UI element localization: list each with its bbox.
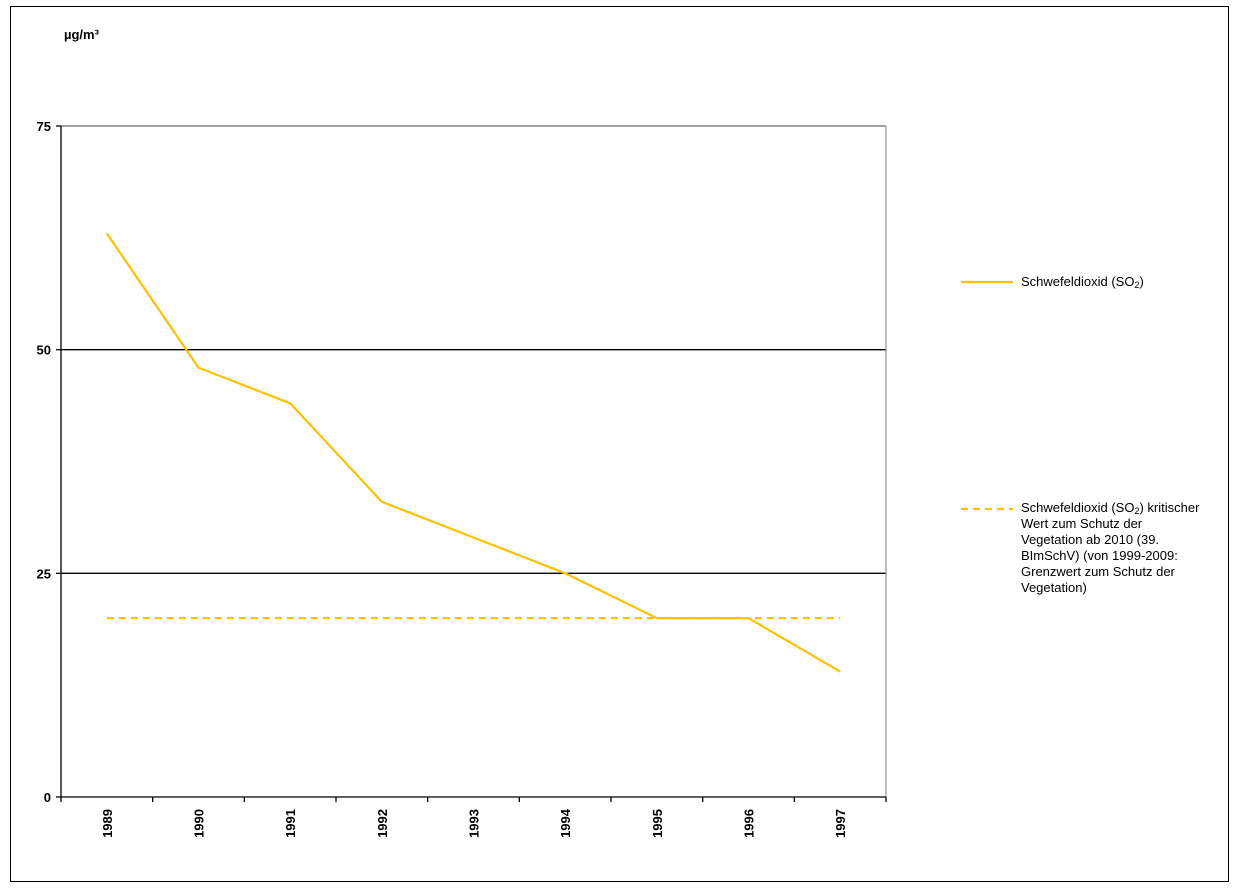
- legend-entry-so2: Schwefeldioxid (SO2): [1021, 274, 1211, 290]
- legend-critical-subscript: 2: [1134, 506, 1140, 516]
- legend-critical-name: Schwefeldioxid (SO: [1021, 500, 1135, 515]
- series-lines: [105, 232, 841, 673]
- legend-so2-name-tail: ): [1139, 274, 1144, 289]
- y-tick-label-50: 50: [37, 343, 51, 358]
- legend-so2-name: Schwefeldioxid (SO: [1021, 274, 1135, 289]
- legend-entry-critical-value: Schwefeldioxid (SO2) kritischer Wert zum…: [1021, 500, 1201, 596]
- chart-frame: µg/m³ 0 25 50 75 1989 1990 1991 1992 1993 1994 19…: [10, 6, 1229, 882]
- legend-so2-subscript: 2: [1134, 280, 1140, 290]
- y-tick-label-0: 0: [44, 790, 51, 805]
- y-tick-label-75: 75: [37, 119, 51, 134]
- x-tick-label-1997: 1997: [833, 809, 848, 838]
- x-tick-labels: 1989 1990 1991 1992 1993 1994 1995 1996 1997: [100, 808, 848, 838]
- legend-swatches: [961, 280, 1013, 511]
- y-tick-label-25: 25: [37, 566, 51, 581]
- legend-critical-name-tail: ) kritischer Wert zum Schutz der Vegetat…: [1021, 500, 1200, 595]
- x-tick-label-1990: 1990: [192, 809, 207, 838]
- x-tick-label-1989: 1989: [100, 809, 115, 838]
- x-tick-label-1992: 1992: [375, 809, 390, 838]
- x-tick-label-1996: 1996: [742, 809, 757, 838]
- x-tick-label-1993: 1993: [467, 809, 482, 838]
- x-tick-label-1991: 1991: [283, 809, 298, 838]
- x-tick-label-1995: 1995: [650, 809, 665, 838]
- y-tick-labels: 0 25 50 75: [37, 119, 51, 805]
- so2-series-line: [105, 232, 841, 673]
- axes: [56, 125, 887, 802]
- y-axis-unit-label: µg/m³: [64, 27, 100, 42]
- x-tick-label-1994: 1994: [558, 808, 573, 838]
- gridlines: [61, 125, 886, 574]
